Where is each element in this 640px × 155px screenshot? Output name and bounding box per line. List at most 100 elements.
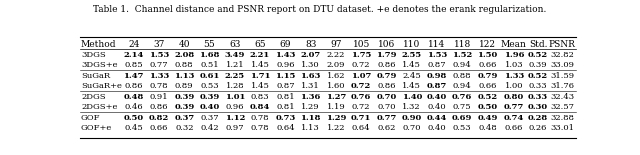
Text: 0.81: 0.81: [276, 93, 294, 101]
Text: 0.97: 0.97: [225, 124, 244, 132]
Text: 0.96: 0.96: [276, 61, 294, 69]
Text: 1.36: 1.36: [300, 93, 321, 101]
Text: 0.40: 0.40: [200, 103, 220, 111]
Text: 0.78: 0.78: [251, 114, 269, 122]
Text: 0.50: 0.50: [124, 114, 144, 122]
Text: 0.37: 0.37: [200, 114, 219, 122]
Text: 0.87: 0.87: [427, 82, 447, 90]
Text: 1.32: 1.32: [403, 103, 421, 111]
Text: 1.33: 1.33: [504, 72, 524, 80]
Text: 0.62: 0.62: [377, 124, 396, 132]
Text: 0.51: 0.51: [200, 61, 219, 69]
Text: 0.77: 0.77: [504, 103, 524, 111]
Text: 1.22: 1.22: [326, 124, 345, 132]
Text: 1.00: 1.00: [504, 82, 523, 90]
Text: 1.47: 1.47: [124, 72, 144, 80]
Text: 0.70: 0.70: [403, 124, 421, 132]
Text: 0.85: 0.85: [124, 61, 143, 69]
Text: 118: 118: [454, 40, 471, 49]
Text: 0.45: 0.45: [124, 124, 143, 132]
Text: 0.66: 0.66: [505, 124, 523, 132]
Text: 0.69: 0.69: [452, 114, 472, 122]
Text: 1.31: 1.31: [301, 82, 320, 90]
Text: 0.76: 0.76: [452, 93, 472, 101]
Text: 0.72: 0.72: [352, 103, 371, 111]
Text: 1.12: 1.12: [225, 114, 245, 122]
Text: 0.39: 0.39: [174, 103, 195, 111]
Text: 55: 55: [204, 40, 216, 49]
Text: 0.88: 0.88: [175, 61, 193, 69]
Text: 2.09: 2.09: [326, 61, 345, 69]
Text: 1.50: 1.50: [477, 51, 498, 59]
Text: 0.79: 0.79: [376, 72, 397, 80]
Text: 0.76: 0.76: [351, 93, 371, 101]
Text: 1.43: 1.43: [275, 51, 296, 59]
Text: 0.32: 0.32: [175, 124, 193, 132]
Text: 1.53: 1.53: [149, 51, 169, 59]
Text: PSNR: PSNR: [549, 40, 576, 49]
Text: 0.40: 0.40: [428, 124, 446, 132]
Text: 24: 24: [128, 40, 140, 49]
Text: 1.45: 1.45: [251, 82, 269, 90]
Text: 31.59: 31.59: [550, 72, 574, 80]
Text: 1.13: 1.13: [174, 72, 195, 80]
Text: 37: 37: [154, 40, 164, 49]
Text: Std.: Std.: [529, 40, 547, 49]
Text: 1.63: 1.63: [300, 72, 321, 80]
Text: 1.79: 1.79: [376, 51, 397, 59]
Text: 0.75: 0.75: [453, 103, 472, 111]
Text: 105: 105: [353, 40, 370, 49]
Text: 33.09: 33.09: [550, 61, 574, 69]
Text: 1.01: 1.01: [225, 93, 245, 101]
Text: 0.44: 0.44: [427, 114, 447, 122]
Text: 0.64: 0.64: [276, 124, 294, 132]
Text: 0.84: 0.84: [250, 103, 270, 111]
Text: 1.18: 1.18: [300, 114, 321, 122]
Text: 1.27: 1.27: [326, 93, 346, 101]
Text: 1.19: 1.19: [326, 103, 345, 111]
Text: 0.30: 0.30: [528, 103, 548, 111]
Text: 0.52: 0.52: [528, 72, 548, 80]
Text: 2.14: 2.14: [124, 51, 144, 59]
Text: 0.94: 0.94: [453, 61, 472, 69]
Text: 114: 114: [428, 40, 445, 49]
Text: 0.77: 0.77: [150, 61, 168, 69]
Text: 0.78: 0.78: [150, 82, 168, 90]
Text: Mean: Mean: [501, 40, 527, 49]
Text: 0.77: 0.77: [376, 114, 397, 122]
Text: 1.45: 1.45: [403, 61, 421, 69]
Text: 2.45: 2.45: [403, 72, 421, 80]
Text: 32.43: 32.43: [550, 93, 574, 101]
Text: 2.25: 2.25: [225, 72, 245, 80]
Text: Method: Method: [81, 40, 116, 49]
Text: 1.29: 1.29: [301, 103, 320, 111]
Text: SuGaR+e: SuGaR+e: [81, 82, 122, 90]
Text: 0.98: 0.98: [427, 72, 447, 80]
Text: 0.86: 0.86: [377, 82, 396, 90]
Text: 0.61: 0.61: [199, 72, 220, 80]
Text: 110: 110: [403, 40, 420, 49]
Text: 0.39: 0.39: [200, 93, 220, 101]
Text: 1.45: 1.45: [403, 82, 421, 90]
Text: 0.86: 0.86: [150, 103, 168, 111]
Text: 0.79: 0.79: [477, 72, 498, 80]
Text: 0.82: 0.82: [149, 114, 169, 122]
Text: 1.40: 1.40: [401, 93, 422, 101]
Text: 0.71: 0.71: [351, 114, 371, 122]
Text: 3DGS: 3DGS: [81, 51, 106, 59]
Text: 1.13: 1.13: [301, 124, 320, 132]
Text: 0.28: 0.28: [528, 114, 548, 122]
Text: 0.87: 0.87: [428, 61, 446, 69]
Text: 1.71: 1.71: [250, 72, 270, 80]
Text: 0.94: 0.94: [453, 82, 472, 90]
Text: 3DGS+e: 3DGS+e: [81, 61, 118, 69]
Text: 0.89: 0.89: [175, 82, 193, 90]
Text: 0.52: 0.52: [477, 93, 498, 101]
Text: 1.21: 1.21: [225, 61, 244, 69]
Text: 0.48: 0.48: [478, 124, 497, 132]
Text: 2.08: 2.08: [174, 51, 195, 59]
Text: 1.96: 1.96: [504, 51, 524, 59]
Text: 106: 106: [378, 40, 395, 49]
Text: 0.33: 0.33: [529, 82, 547, 90]
Text: 1.53: 1.53: [427, 51, 447, 59]
